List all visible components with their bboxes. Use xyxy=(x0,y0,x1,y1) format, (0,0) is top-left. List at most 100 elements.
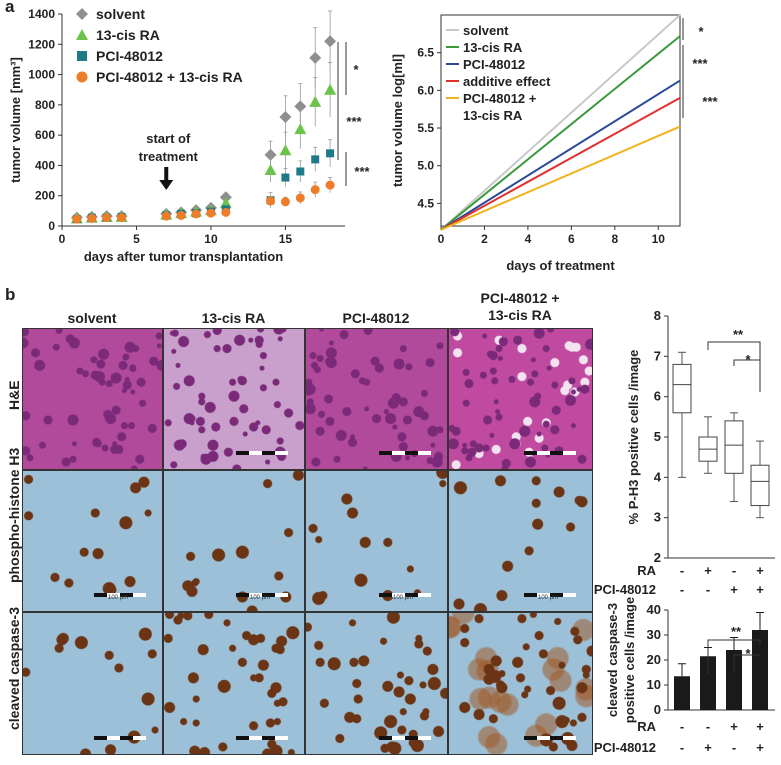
bar-row-value: + xyxy=(756,740,764,755)
histology-image-r0-c1 xyxy=(163,328,305,470)
bar-row-value: - xyxy=(680,740,684,755)
scale-bar-segment xyxy=(524,451,537,455)
scale-bar-segment xyxy=(236,736,249,740)
scale-bar-segment xyxy=(262,451,275,455)
scale-bar-segment xyxy=(236,451,249,455)
growth-sig-1: * xyxy=(353,62,359,77)
log-ylabel: tumor volume log[ml] xyxy=(390,54,405,187)
growth-point-combo xyxy=(295,193,305,203)
growth-point-cis-ra xyxy=(294,123,307,135)
histology-col-cis-ra: 13-cis RA xyxy=(201,310,266,326)
growth-point-solvent xyxy=(264,148,277,161)
growth-point-combo xyxy=(176,210,186,220)
bar-sig-1: ** xyxy=(731,624,742,639)
log-sig-1: * xyxy=(698,24,704,39)
growth-legend-label: PCI-48012 xyxy=(96,48,163,64)
scale-bar-segment xyxy=(563,736,576,740)
log-series-line xyxy=(440,79,681,231)
log-legend-label: solvent xyxy=(463,23,509,38)
box-sig-1: ** xyxy=(733,327,744,342)
growth-point-combo xyxy=(117,213,127,223)
scale-bar-segment xyxy=(275,736,288,740)
scale-bar-segment xyxy=(249,593,262,597)
bar-row-value: + xyxy=(756,719,764,734)
growth-xlabel: days after tumor transplantation xyxy=(84,249,283,264)
scale-bar xyxy=(94,736,146,740)
box-row-value: + xyxy=(730,582,738,597)
box-row-value: + xyxy=(756,582,764,597)
scale-bar-segment xyxy=(249,451,262,455)
box-ytick-label: 5 xyxy=(654,429,661,444)
histology-col-combo: PCI-48012 + 13-cis RA xyxy=(480,290,560,323)
histology-image-r0-c3 xyxy=(448,328,593,470)
panel-a-label: a xyxy=(5,0,15,16)
scale-bar-segment xyxy=(262,736,275,740)
scale-bar-segment xyxy=(563,451,576,455)
scale-bar xyxy=(94,593,146,597)
growth-legend-marker xyxy=(76,29,88,40)
bar-row-value: - xyxy=(680,719,684,734)
box-row-label-ra: RA xyxy=(637,563,656,578)
annotation-line-2: treatment xyxy=(139,149,199,164)
growth-point-cis-ra xyxy=(324,83,337,95)
growth-point-combo xyxy=(221,207,231,217)
growth-ytick-label: 1200 xyxy=(28,37,55,51)
histology-image-r2-c1 xyxy=(163,612,305,755)
log-xtick-label: 4 xyxy=(525,232,532,246)
scale-bar-segment xyxy=(275,451,288,455)
bar-row-label-ra: RA xyxy=(637,719,656,734)
growth-ytick-label: 200 xyxy=(35,189,55,203)
bar-row-value: + xyxy=(704,740,712,755)
log-xtick-label: 2 xyxy=(481,232,488,246)
log-legend-label: 13-cis RA xyxy=(463,108,523,123)
scale-bar-segment xyxy=(537,593,550,597)
scale-bar-segment xyxy=(94,736,107,740)
scale-bar-segment xyxy=(550,593,563,597)
scale-bar xyxy=(379,736,431,740)
scale-bar-segment xyxy=(524,736,537,740)
bar-row-value: - xyxy=(732,740,736,755)
growth-point-cis-ra xyxy=(264,163,277,175)
histology-image-r2-c0 xyxy=(22,612,163,755)
scale-bar-segment xyxy=(107,736,120,740)
bar-row-label-pci: PCI-48012 xyxy=(594,740,656,755)
growth-point-pci xyxy=(326,149,335,158)
bar-mark xyxy=(726,650,742,710)
scale-bar-segment xyxy=(379,451,392,455)
scale-bar xyxy=(524,451,576,455)
histology-image-r2-c3 xyxy=(448,612,593,755)
scale-bar-segment xyxy=(563,593,576,597)
growth-ytick-label: 400 xyxy=(35,158,55,172)
growth-point-combo xyxy=(266,196,276,206)
box-ytick-label: 6 xyxy=(654,389,661,404)
scale-bar-segment xyxy=(249,736,262,740)
growth-point-cis-ra xyxy=(279,144,292,156)
growth-legend-marker xyxy=(77,51,87,61)
growth-point-combo xyxy=(191,209,201,219)
log-ytick-label: 4.5 xyxy=(417,196,434,210)
growth-point-solvent xyxy=(324,35,337,48)
histology-image-r0-c0 xyxy=(22,328,163,470)
growth-point-combo xyxy=(280,197,290,207)
growth-point-combo xyxy=(325,180,335,190)
scale-bar-segment xyxy=(550,736,563,740)
box-row-value: + xyxy=(756,563,764,578)
growth-point-combo xyxy=(102,213,112,223)
log-ytick-label: 5.0 xyxy=(417,159,434,173)
log-xtick-label: 6 xyxy=(568,232,575,246)
log-sig-2: *** xyxy=(692,56,708,71)
log-plot-frame xyxy=(440,14,681,227)
growth-sig-2: *** xyxy=(346,114,362,129)
log-xtick-label: 0 xyxy=(438,232,445,246)
scale-bar-segment xyxy=(392,451,405,455)
growth-point-cis-ra xyxy=(309,95,322,107)
growth-ytick-label: 0 xyxy=(48,219,55,233)
histology-image-r0-c2 xyxy=(305,328,448,470)
growth-point-pci xyxy=(296,167,305,176)
bar-ylabel-line-2: positive cells /image xyxy=(622,597,637,723)
box-row-value: + xyxy=(704,563,712,578)
scale-bar-segment xyxy=(392,736,405,740)
scale-bar-segment xyxy=(405,593,418,597)
scale-bar-segment xyxy=(120,593,133,597)
growth-legend-marker xyxy=(76,71,88,83)
